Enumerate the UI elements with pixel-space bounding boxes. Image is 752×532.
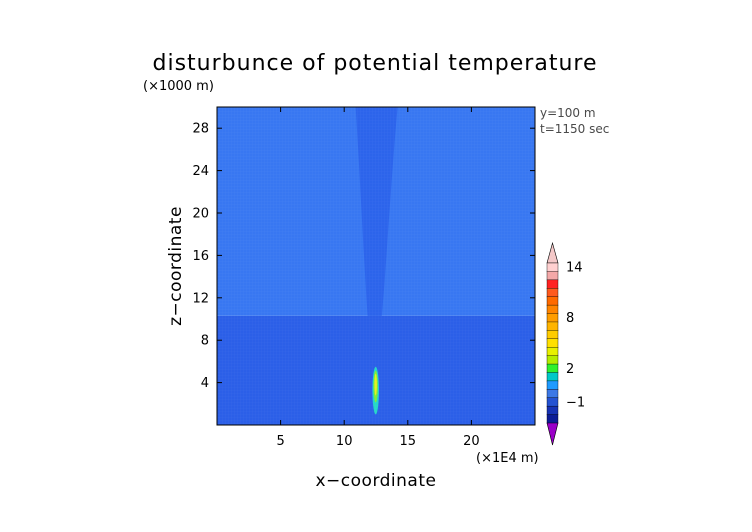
x-unit-label: (×1E4 m) <box>476 451 539 466</box>
x-tick-label: 15 <box>400 434 417 449</box>
chart-title: disturbunce of potential temperature <box>153 51 598 76</box>
fine-grid-texture <box>217 107 535 425</box>
colorbar-labels: 14 8 2 −1 <box>566 261 585 411</box>
colorbar-swatch <box>546 262 559 272</box>
colorbar-swatch <box>546 355 559 365</box>
x-axis-title: x−coordinate <box>316 471 437 491</box>
y-axis-title: z−coordinate <box>166 206 186 326</box>
plot-frame <box>216 106 536 426</box>
colorbar-swatch <box>546 313 559 323</box>
colorbar-swatch <box>546 271 559 281</box>
x-tick-label: 20 <box>463 434 480 449</box>
colorbar-swatch <box>546 347 559 357</box>
y-tick-label: 16 <box>192 249 209 264</box>
colorbar-swatch <box>546 304 559 315</box>
colorbar-top-arrow <box>546 241 559 264</box>
colorbar-tick-label: 8 <box>566 311 574 326</box>
x-tick-label: 5 <box>276 434 284 449</box>
y-tick-label: 12 <box>192 291 209 306</box>
y-tick-label: 8 <box>201 334 209 349</box>
colorbar-bottom-arrow <box>546 422 559 446</box>
y-axis-ticks: 4 8 12 16 20 24 28 <box>192 122 535 391</box>
colorbar-swatch <box>546 380 559 390</box>
plot-annotations: y=100 m t=1150 sec <box>540 106 609 136</box>
y-tick-label: 28 <box>192 122 209 137</box>
colorbar-swatch <box>546 389 559 399</box>
colorbar-swatch <box>546 363 559 373</box>
annotation-text: y=100 m <box>540 106 596 120</box>
colorbar-tick-label: 14 <box>566 261 583 276</box>
colorbar-swatch <box>546 414 559 424</box>
colorbar <box>546 241 559 446</box>
x-tick-label: 10 <box>336 434 353 449</box>
colorbar-tick-label: 2 <box>566 362 574 377</box>
colorbar-swatch <box>546 279 559 289</box>
y-tick-label: 20 <box>192 207 209 222</box>
colorbar-swatch <box>546 321 559 331</box>
colorbar-swatch <box>546 330 559 340</box>
colorbar-swatch <box>546 338 559 348</box>
colorbar-swatch <box>546 372 559 382</box>
colorbar-swatch <box>546 288 559 298</box>
y-tick-label: 24 <box>192 164 209 179</box>
y-unit-label: (×1000 m) <box>143 79 214 94</box>
annotation-text: t=1150 sec <box>540 122 609 136</box>
y-tick-label: 4 <box>201 376 209 391</box>
colorbar-swatch <box>546 296 559 306</box>
colorbar-tick-label: −1 <box>566 395 585 410</box>
x-axis-ticks: 5 10 15 20 <box>276 107 480 449</box>
colorbar-swatch <box>546 397 559 407</box>
colorbar-swatch <box>546 405 559 416</box>
